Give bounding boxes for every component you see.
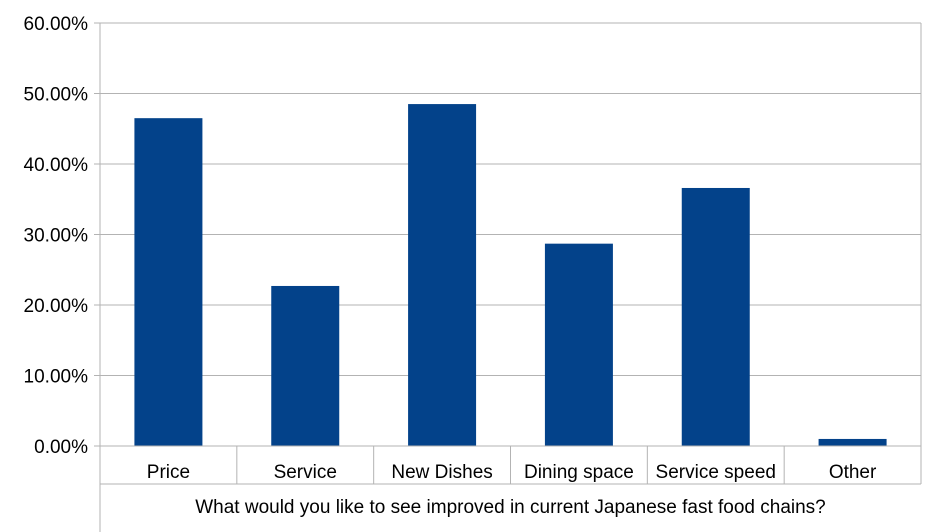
bar-other (818, 438, 887, 446)
y-tick-label: 0.00% (34, 437, 88, 458)
bar-service (271, 285, 340, 446)
x-tick-label: New Dishes (391, 462, 492, 483)
axes (94, 22, 922, 532)
x-tick-label: Service speed (656, 462, 776, 483)
x-axis-title: What would you like to see improved in c… (195, 497, 826, 518)
bar-service-speed (681, 187, 750, 446)
bars (134, 104, 887, 447)
y-tick-label: 40.00% (24, 155, 89, 176)
y-tick-label: 30.00% (24, 226, 89, 247)
bar-new-dishes (408, 104, 477, 446)
y-tick-labels: 0.00% 10.00% 20.00% 30.00% 40.00% 50.00% 60.00… (24, 14, 89, 458)
x-tick-labels: Price Service New Dishes Dining space Servic… (147, 462, 877, 483)
y-tick-label: 20.00% (24, 296, 89, 317)
y-tick-label: 10.00% (24, 367, 89, 388)
gridlines (100, 22, 921, 447)
y-tick-label: 50.00% (24, 85, 89, 106)
bar-price (134, 118, 203, 447)
x-tick-label: Price (147, 462, 190, 483)
x-tick-label: Dining space (524, 462, 634, 483)
bar-dining-space (544, 243, 613, 446)
x-tick-label: Other (829, 462, 877, 483)
x-tick-label: Service (274, 462, 337, 483)
y-tick-label: 60.00% (24, 14, 89, 35)
